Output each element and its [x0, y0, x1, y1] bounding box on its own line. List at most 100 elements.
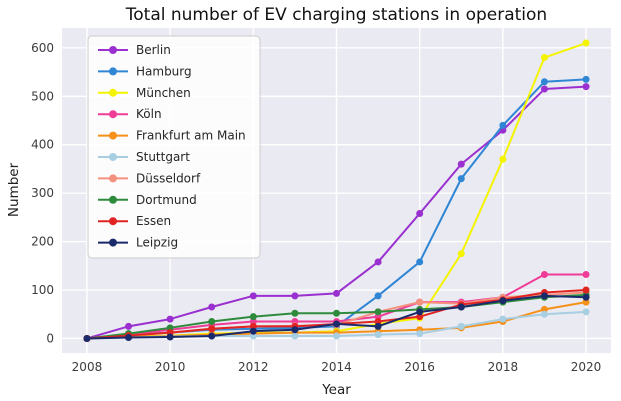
data-point-marker	[582, 271, 590, 279]
data-point-marker	[333, 309, 340, 317]
legend-marker	[109, 67, 117, 76]
legend-marker	[109, 217, 117, 226]
legend-item-Stuttgart: Stuttgart	[98, 150, 190, 164]
data-point-marker	[416, 258, 424, 266]
data-point-marker	[374, 308, 382, 316]
x-tick-label: 2014	[321, 360, 352, 374]
data-point-marker	[333, 320, 340, 328]
legend: Berlin Hamburg München Köln Frankfurt am Mai…	[87, 35, 261, 259]
data-point-marker	[166, 333, 174, 341]
legend-marker	[109, 88, 117, 97]
legend-item-Hamburg: Hamburg	[98, 64, 192, 78]
chart-title: Total number of EV charging stations in …	[125, 5, 548, 25]
legend-label: Leipzig	[136, 236, 178, 250]
data-point-marker	[333, 332, 340, 340]
legend-item-Essen: Essen	[98, 214, 171, 228]
data-point-marker	[249, 322, 257, 330]
data-point-marker	[457, 250, 465, 258]
data-point-marker	[291, 292, 299, 300]
legend-item-Frankfurt am Main: Frankfurt am Main	[98, 129, 246, 143]
data-point-marker	[457, 160, 465, 168]
data-point-marker	[457, 303, 465, 311]
y-tick-label: 400	[31, 138, 54, 152]
legend-marker	[109, 46, 117, 54]
legend-label: Essen	[136, 214, 171, 228]
data-point-marker	[416, 308, 424, 316]
legend-marker	[109, 110, 117, 119]
data-point-marker	[540, 78, 548, 86]
legend-label: Frankfurt am Main	[136, 129, 246, 143]
data-point-marker	[540, 292, 548, 300]
data-point-marker	[540, 54, 548, 62]
legend-label: München	[136, 86, 191, 100]
x-tick-label: 2020	[571, 360, 602, 374]
data-point-marker	[499, 315, 507, 323]
data-point-marker	[416, 298, 424, 306]
data-point-marker	[374, 318, 382, 326]
x-tick-label: 2016	[404, 360, 435, 374]
data-point-marker	[249, 318, 257, 326]
legend-item-Düsseldorf: Düsseldorf	[98, 171, 201, 185]
data-point-marker	[582, 298, 590, 306]
x-tick-label: 2018	[488, 360, 519, 374]
legend-item-München: München	[98, 86, 191, 100]
y-tick-label: 600	[31, 41, 54, 55]
legend-label: Hamburg	[136, 64, 192, 78]
legend-label: Berlin	[136, 43, 171, 57]
y-tick-label: 200	[31, 235, 54, 249]
legend-marker	[109, 195, 117, 204]
y-tick-label: 100	[31, 283, 54, 297]
data-point-marker	[457, 175, 465, 183]
data-point-marker	[374, 313, 382, 321]
legend-label: Dortmund	[136, 193, 197, 207]
series-Berlin	[83, 83, 590, 342]
legend-item-Leipzig: Leipzig	[98, 236, 178, 250]
data-point-marker	[374, 258, 382, 266]
data-point-marker	[249, 292, 257, 300]
y-tick-label: 0	[46, 331, 54, 345]
legend-marker	[109, 131, 117, 140]
data-point-marker	[249, 327, 257, 335]
data-point-marker	[374, 322, 382, 330]
data-point-marker	[208, 303, 216, 311]
series-Leipzig	[83, 292, 590, 342]
x-tick-label: 2012	[238, 360, 269, 374]
y-tick-label: 300	[31, 186, 54, 200]
data-point-marker	[83, 334, 91, 342]
data-point-marker	[208, 332, 216, 340]
data-point-marker	[208, 325, 216, 333]
data-point-marker	[416, 210, 424, 218]
data-point-marker	[540, 310, 548, 318]
data-point-marker	[499, 121, 507, 129]
data-point-marker	[249, 332, 257, 340]
data-point-marker	[582, 286, 590, 294]
legend-label: Stuttgart	[136, 150, 190, 164]
legend-item-Dortmund: Dortmund	[98, 193, 197, 207]
data-point-marker	[125, 322, 133, 330]
data-point-marker	[374, 331, 382, 339]
legend-marker	[109, 238, 117, 247]
data-point-marker	[582, 75, 590, 83]
data-point-marker	[374, 292, 382, 300]
legend-marker	[109, 174, 117, 183]
x-tick-label: 2008	[72, 360, 103, 374]
data-point-marker	[208, 318, 216, 326]
y-axis-label: Number	[6, 162, 22, 218]
x-axis-label: Year	[322, 382, 351, 398]
data-point-marker	[582, 83, 590, 91]
data-point-marker	[582, 39, 590, 47]
legend-marker	[109, 153, 117, 161]
data-point-marker	[540, 85, 548, 93]
data-point-marker	[125, 334, 133, 342]
y-tick-label: 500	[31, 89, 54, 103]
legend-label: Köln	[136, 107, 162, 121]
legend-box	[87, 35, 261, 259]
data-point-marker	[416, 330, 424, 338]
data-point-marker	[499, 155, 507, 163]
data-point-marker	[582, 308, 590, 316]
data-point-marker	[582, 293, 590, 301]
data-point-marker	[166, 324, 174, 332]
data-point-marker	[291, 309, 299, 317]
